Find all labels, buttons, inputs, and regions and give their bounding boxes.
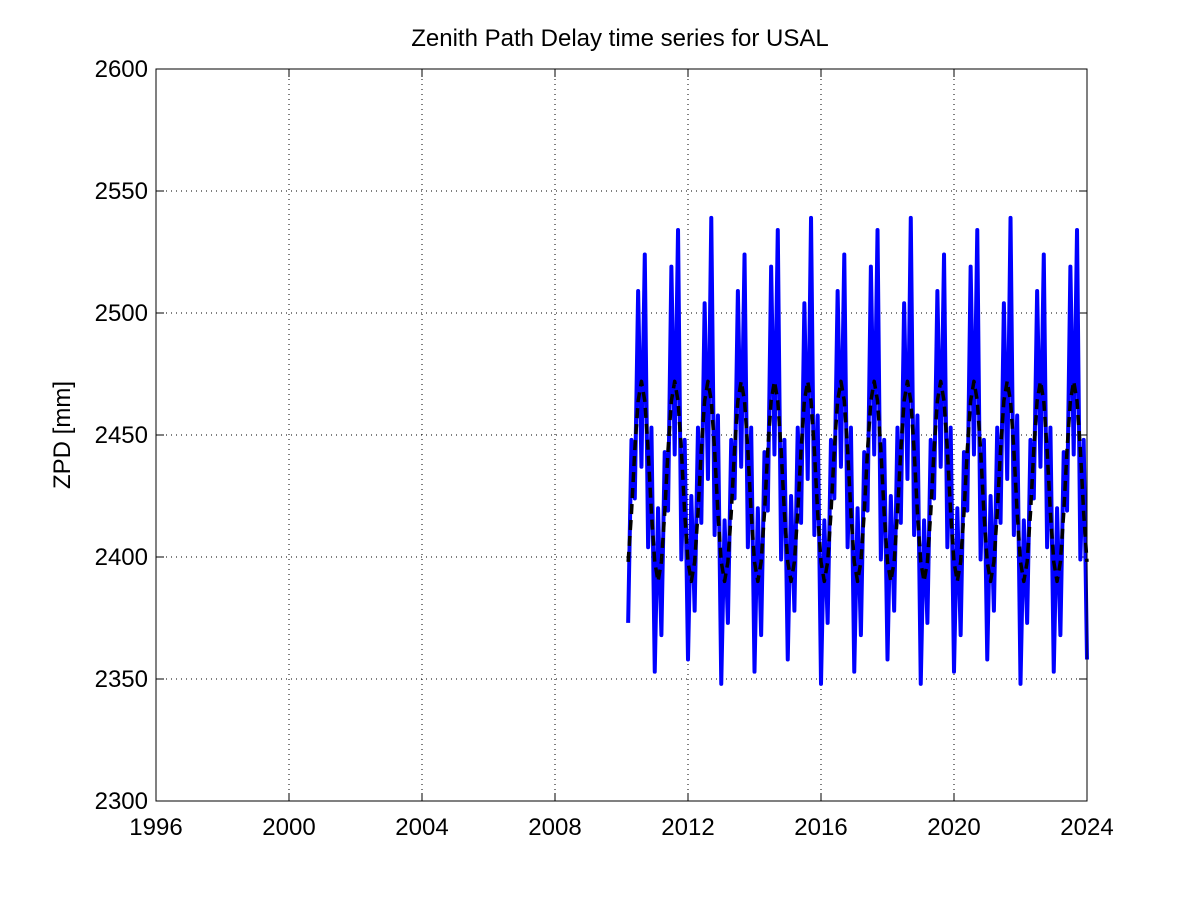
x-tick-label: 2008 [528,814,581,841]
y-tick-label: 2400 [95,544,148,571]
x-tick-label: 2012 [661,814,714,841]
y-tick-label: 2600 [95,56,148,83]
y-axis-label: ZPD [mm] [49,381,76,489]
x-tick-label: 2016 [794,814,847,841]
y-tick-label: 2500 [95,300,148,327]
x-tick-label: 2024 [1060,814,1113,841]
x-tick-label: 2020 [927,814,980,841]
y-tick-label: 2350 [95,666,148,693]
x-tick-label: 1996 [129,814,182,841]
data-line [626,215,1089,686]
chart-title: Zenith Path Delay time series for USAL [411,25,829,52]
y-tick-label: 2300 [95,788,148,815]
x-tick-label: 2000 [262,814,315,841]
y-tick-label: 2450 [95,422,148,449]
plot-frame [155,68,1088,802]
y-tick-label: 2550 [95,178,148,205]
x-tick-label: 2004 [395,814,448,841]
fit-line [626,379,1089,584]
